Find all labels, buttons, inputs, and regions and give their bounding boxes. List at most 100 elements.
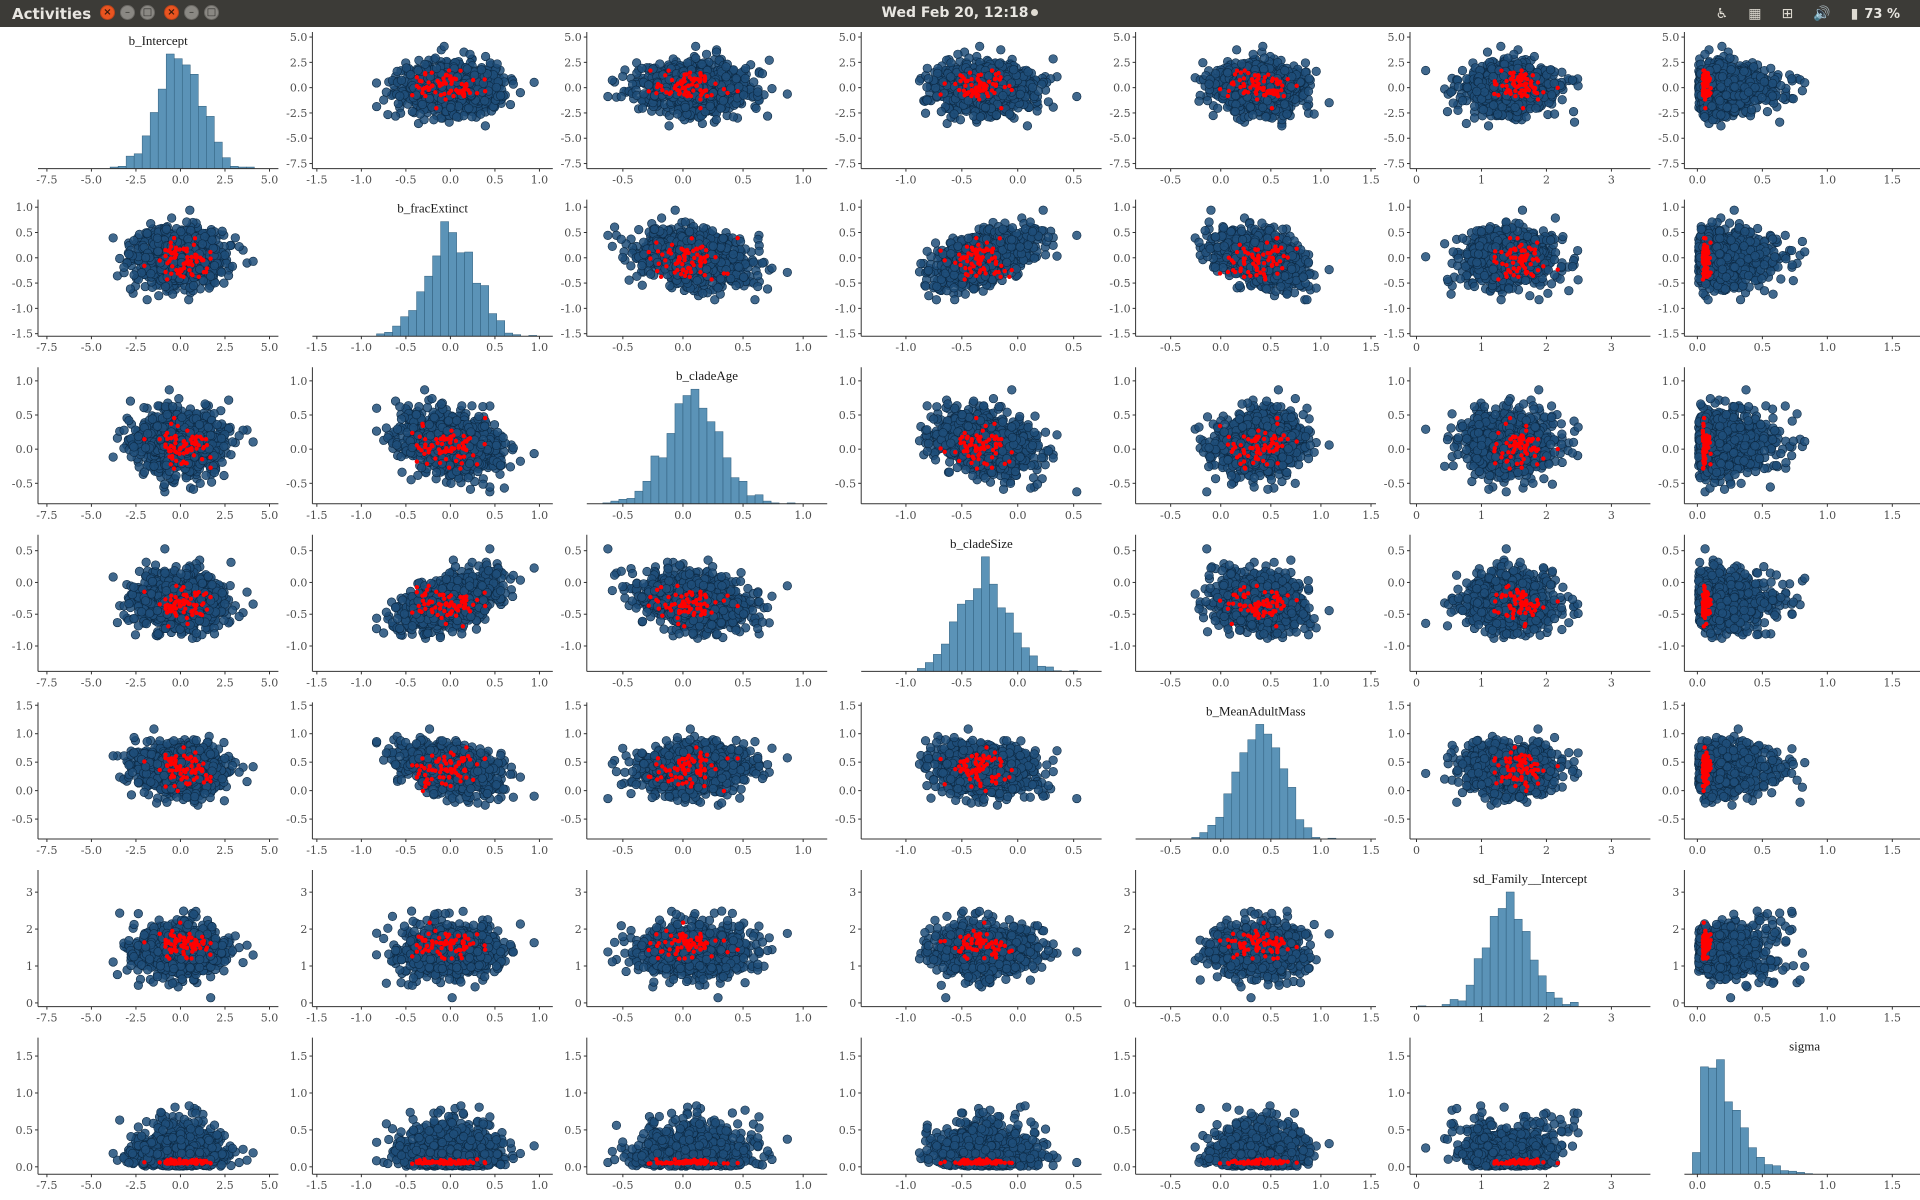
divergent-point [410, 93, 414, 97]
divergent-point [654, 91, 658, 95]
sample-point [783, 90, 792, 99]
x-tick-label: 0.0 [442, 174, 460, 187]
sample-point [763, 112, 772, 121]
divergent-point [462, 92, 466, 96]
x-tick-label: -7.5 [36, 174, 57, 187]
sample-point [1049, 55, 1058, 64]
divergent-point [433, 90, 437, 94]
divergent-point [458, 68, 462, 72]
divergent-point [698, 97, 702, 101]
divergent-point [439, 82, 443, 86]
sample-point [446, 103, 455, 112]
divergent-point [421, 87, 425, 91]
y-tick-label: 5.0 [290, 31, 308, 44]
sample-point [997, 46, 1006, 55]
battery-icon[interactable]: ▮ [1851, 6, 1859, 22]
hist-bar [182, 65, 190, 169]
divergent-point [699, 73, 703, 77]
hist-bar [134, 154, 142, 169]
sample-point [408, 107, 417, 116]
sample-point [394, 99, 403, 108]
divergent-point [670, 78, 674, 82]
sample-point [414, 66, 423, 75]
system-tray[interactable]: ♿ ▦ ⊞ 🔊 ▮ 73 % [1716, 4, 1900, 24]
sample-point [638, 104, 647, 113]
sample-point [418, 100, 427, 109]
sample-point [618, 72, 627, 81]
sample-point [749, 78, 758, 87]
sample-point [452, 113, 461, 122]
y-tick-label: -5.0 [561, 132, 582, 145]
sample-point [391, 112, 400, 121]
y-tick-label: -5.0 [286, 132, 307, 145]
clock-text: Wed Feb 20, 12:18 [882, 5, 1029, 21]
scatter-panel-b_cladeSize-vs-b_Intercept: -7.5-5.0-2.50.02.55.0-1.0 -0.5 0.0 0.5 [835, 31, 1102, 187]
sample-point [372, 102, 381, 111]
x-tick-label: -1.0 [351, 174, 372, 187]
y-tick-label: 5.0 [839, 31, 857, 44]
x-tick-label: -0.5 [395, 174, 416, 187]
sample-point [741, 74, 750, 83]
sample-point [691, 42, 700, 51]
divergent-point [435, 79, 439, 83]
hist-bar [166, 54, 174, 169]
y-tick-label: -2.5 [286, 107, 307, 120]
hist-bar [150, 112, 158, 168]
clock[interactable]: Wed Feb 20, 12:18 [0, 5, 1920, 21]
divergent-point [698, 77, 702, 81]
divergent-point [449, 82, 453, 86]
hist-bar [198, 106, 206, 168]
divergent-point [439, 93, 443, 97]
y-tick-label: -7.5 [835, 158, 856, 171]
sample-point [393, 67, 402, 76]
y-tick-label: -7.5 [561, 158, 582, 171]
divergent-point [423, 72, 427, 76]
workspace-icon[interactable]: ▦ [1748, 6, 1761, 22]
divergent-point [454, 88, 458, 92]
divergent-point [709, 93, 713, 97]
hist-bar [174, 59, 182, 169]
hist-bar [190, 74, 198, 168]
y-tick-label: 5.0 [564, 31, 582, 44]
divergent-point [675, 82, 679, 86]
divergent-point [449, 77, 453, 81]
y-tick-label: 0.0 [290, 82, 308, 95]
sample-point [644, 81, 653, 90]
sample-point [506, 100, 515, 109]
network-icon[interactable]: ⊞ [1781, 6, 1793, 22]
sample-point [732, 74, 741, 83]
y-tick-label: -5.0 [835, 132, 856, 145]
divergent-point [722, 87, 726, 91]
x-tick-label: -1.5 [306, 174, 327, 187]
sample-point [431, 54, 440, 63]
sample-point [516, 88, 525, 97]
variable-title: b_Intercept [129, 33, 189, 48]
x-tick-label: 0.0 [172, 174, 190, 187]
top-bar: Activities × – □ × – □ Wed Feb 20, 12:18 ♿ ▦ … [0, 0, 1920, 27]
notification-dot-icon [1031, 9, 1038, 16]
sample-point [466, 50, 475, 59]
sample-point [429, 115, 438, 124]
divergent-point [482, 77, 486, 81]
divergent-point [648, 68, 652, 72]
divergent-point [675, 88, 679, 92]
sample-point [768, 84, 777, 93]
sample-point [468, 112, 477, 121]
divergent-point [423, 94, 427, 98]
divergent-point [415, 84, 419, 88]
scatter-panel-b_cladeAge-vs-b_Intercept: -7.5-5.0-2.50.02.55.0-0.5 0.0 0.5 1.0 [561, 31, 828, 187]
volume-icon[interactable]: 🔊 [1813, 6, 1830, 22]
hist-bar [222, 158, 230, 169]
divergent-point [427, 88, 431, 92]
sample-point [739, 91, 748, 100]
divergent-point [475, 91, 479, 95]
accessibility-icon[interactable]: ♿ [1716, 6, 1729, 22]
sample-point [655, 60, 664, 69]
sample-point [681, 103, 690, 112]
divergent-point [434, 106, 438, 110]
divergent-point [681, 86, 685, 90]
y-tick-label: -7.5 [286, 158, 307, 171]
battery-percentage: 73 % [1864, 7, 1900, 22]
sample-point [481, 122, 490, 131]
scatter-panel-b_fracExtinct-vs-b_Intercept: -7.5-5.0-2.50.02.55.0-1.5 -1.0 -0.5 0.0 0.5 1… [286, 31, 553, 187]
